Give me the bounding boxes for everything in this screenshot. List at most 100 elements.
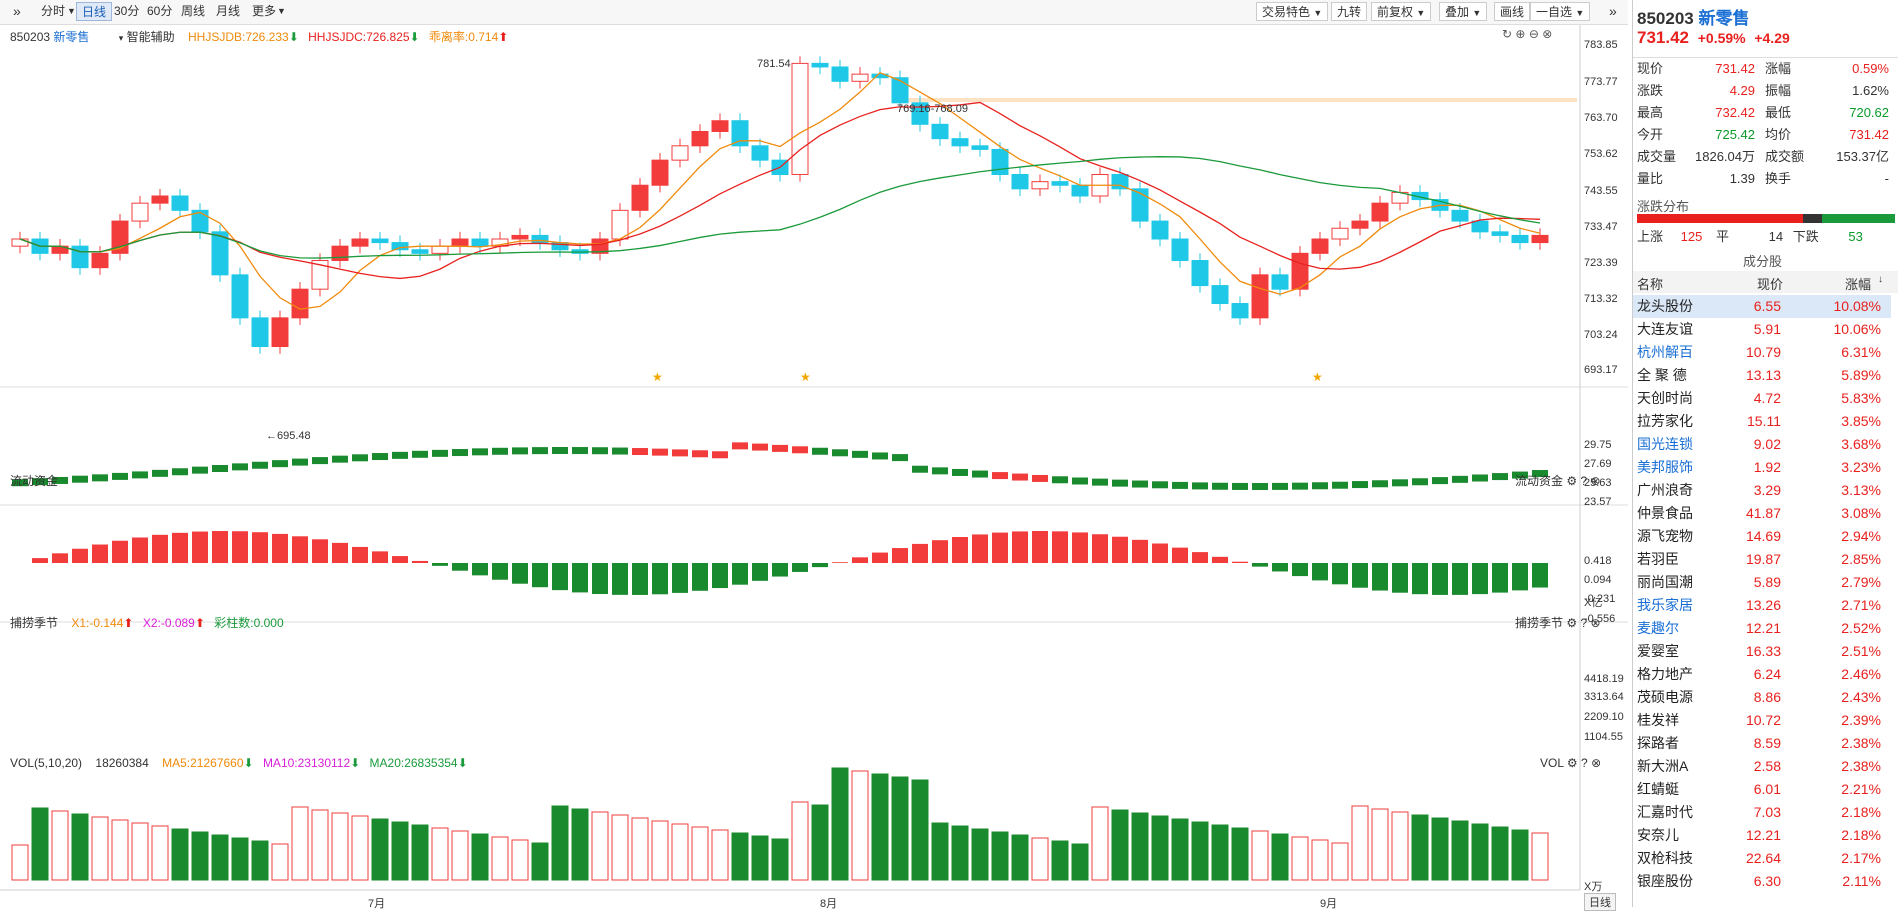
constituent-row[interactable]: 我乐家居 13.26 2.71% <box>1633 594 1891 617</box>
intraday-dropdown-icon[interactable]: ▼ <box>67 6 76 16</box>
chart-area[interactable]: ★ ★ ★ 850203 新零售 ▾ 智能辅助 HHJSJDB:726.233⬇ H… <box>0 25 1628 911</box>
refresh-icon[interactable]: ↻ <box>1502 27 1513 41</box>
stock-name[interactable]: 汇嘉时代 <box>1637 804 1693 820</box>
constituent-row[interactable]: 全 聚 德 13.13 5.89% <box>1633 364 1891 387</box>
more-dropdown-icon[interactable]: ▼ <box>277 6 286 16</box>
stock-name[interactable]: 全 聚 德 <box>1637 367 1687 383</box>
ma-line-long <box>19 156 1541 259</box>
overlay-button[interactable]: 叠加 ▼ <box>1439 2 1488 21</box>
help-icon[interactable]: ? <box>1581 756 1588 770</box>
constituent-row[interactable]: 拉芳家化 15.11 3.85% <box>1633 410 1891 433</box>
draw-button[interactable]: 画线 <box>1494 2 1531 21</box>
stock-name[interactable]: 拉芳家化 <box>1637 413 1693 429</box>
sort-desc-icon[interactable]: ↓ <box>1878 274 1883 285</box>
tab-more[interactable]: 更多 <box>252 4 277 18</box>
constituent-row[interactable]: 新大洲A 2.58 2.38% <box>1633 755 1891 778</box>
watchlist-button[interactable]: 一自选 ▼ <box>1530 2 1591 21</box>
constituent-row[interactable]: 爱婴室 16.33 2.51% <box>1633 640 1891 663</box>
stock-name[interactable]: 龙头股份 <box>1637 298 1693 314</box>
stock-name[interactable]: 杭州解百 <box>1637 344 1693 360</box>
assist-dropdown[interactable]: ▾ 智能辅助 <box>118 30 175 44</box>
stock-name[interactable]: 大连友谊 <box>1637 321 1693 337</box>
constituent-row[interactable]: 麦趣尔 12.21 2.52% <box>1633 617 1891 640</box>
constituent-row[interactable]: 格力地产 6.24 2.46% <box>1633 663 1891 686</box>
stock-name[interactable]: 广州浪奇 <box>1637 482 1693 498</box>
col-pct[interactable]: 涨幅 <box>1845 277 1872 292</box>
stock-name[interactable]: 国光连锁 <box>1637 436 1693 452</box>
close-icon[interactable]: ⊗ <box>1590 616 1601 630</box>
stock-name[interactable]: 源飞宠物 <box>1637 528 1693 544</box>
stock-name[interactable]: 麦趣尔 <box>1637 620 1679 636</box>
y-tick-label: 0.094 <box>1584 574 1612 586</box>
constituent-row[interactable]: 大连友谊 5.91 10.06% <box>1633 318 1891 341</box>
constituent-row[interactable]: 国光连锁 9.02 3.68% <box>1633 433 1891 456</box>
stock-name[interactable]: 我乐家居 <box>1637 597 1693 613</box>
col-name[interactable]: 名称 <box>1637 277 1664 292</box>
gear-icon[interactable]: ⚙ <box>1566 474 1578 488</box>
constituent-row[interactable]: 银座股份 6.30 2.11% <box>1633 870 1891 893</box>
stock-name[interactable]: 新大洲A <box>1637 758 1689 774</box>
stock-price: 6.24 <box>1753 666 1781 682</box>
flow-bar <box>1232 482 1248 490</box>
constituent-row[interactable]: 双枪科技 22.64 2.17% <box>1633 847 1891 870</box>
constituent-row[interactable]: 龙头股份 6.55 10.08% <box>1633 295 1891 318</box>
nine-turn-button[interactable]: 九转 <box>1331 2 1368 21</box>
tab-60min[interactable]: 60分 <box>147 4 173 18</box>
tab-intraday[interactable]: 分时 <box>41 4 66 18</box>
constituent-row[interactable]: 探路者 8.59 2.38% <box>1633 732 1891 755</box>
constituent-row[interactable]: 红蜻蜓 6.01 2.21% <box>1633 778 1891 801</box>
constituent-row[interactable]: 天创时尚 4.72 5.83% <box>1633 387 1891 410</box>
constituent-row[interactable]: 茂硕电源 8.86 2.43% <box>1633 686 1891 709</box>
candle-body <box>1451 209 1469 222</box>
gear-icon[interactable]: ⚙ <box>1566 616 1578 630</box>
constituent-row[interactable]: 杭州解百 10.79 6.31% <box>1633 341 1891 364</box>
zoom-out-icon[interactable]: ⊖ <box>1528 27 1539 41</box>
stock-name[interactable]: 仲景食品 <box>1637 505 1693 521</box>
constituent-row[interactable]: 汇嘉时代 7.03 2.18% <box>1633 801 1891 824</box>
close-icon[interactable]: ⊗ <box>1542 27 1553 41</box>
collapse-icon[interactable]: » <box>13 3 21 19</box>
trade-feature-button[interactable]: 交易特色 ▼ <box>1256 2 1329 21</box>
stock-name[interactable]: 桂发祥 <box>1637 712 1679 728</box>
zoom-in-icon[interactable]: ⊕ <box>1515 27 1526 41</box>
close-icon[interactable]: ⊗ <box>1590 474 1601 488</box>
constituent-row[interactable]: 桂发祥 10.72 2.39% <box>1633 709 1891 732</box>
stock-name[interactable]: 茂硕电源 <box>1637 689 1693 705</box>
candle-body <box>351 238 369 247</box>
constituent-row[interactable]: 安奈儿 12.21 2.18% <box>1633 824 1891 847</box>
tab-weekly[interactable]: 周线 <box>181 4 206 18</box>
close-icon[interactable]: ⊗ <box>1591 756 1602 770</box>
expand-icon[interactable]: » <box>1609 3 1617 19</box>
gear-icon[interactable]: ⚙ <box>1566 756 1578 770</box>
flow-bar <box>332 455 348 463</box>
stock-name[interactable]: 安奈儿 <box>1637 827 1679 843</box>
stock-name[interactable]: 若羽臣 <box>1637 551 1679 567</box>
tab-daily[interactable]: 日线 <box>76 2 113 21</box>
constituent-row[interactable]: 广州浪奇 3.29 3.13% <box>1633 479 1891 502</box>
stock-name[interactable]: 银座股份 <box>1637 873 1693 889</box>
constituent-row[interactable]: 源飞宠物 14.69 2.94% <box>1633 525 1891 548</box>
col-price[interactable]: 现价 <box>1757 277 1784 292</box>
constituent-row[interactable]: 美邦服饰 1.92 3.23% <box>1633 456 1891 479</box>
stock-name[interactable]: 爱婴室 <box>1637 643 1679 659</box>
constituent-row[interactable]: 若羽臣 19.87 2.85% <box>1633 548 1891 571</box>
stock-name[interactable]: 格力地产 <box>1637 666 1693 682</box>
volume-bar <box>791 801 809 881</box>
candle-body <box>1131 188 1149 222</box>
tab-30min[interactable]: 30分 <box>114 4 140 18</box>
adjust-button[interactable]: 前复权 ▼ <box>1371 2 1432 21</box>
help-icon[interactable]: ? <box>1580 474 1588 488</box>
stock-name[interactable]: 丽尚国潮 <box>1637 574 1693 590</box>
help-icon[interactable]: ? <box>1580 616 1588 630</box>
stock-name[interactable]: 天创时尚 <box>1637 390 1693 406</box>
x-axis-mode-button[interactable]: 日线 <box>1584 893 1616 911</box>
stock-name[interactable]: 红蜻蜓 <box>1637 781 1679 797</box>
constituent-row[interactable]: 仲景食品 41.87 3.08% <box>1633 502 1891 525</box>
constituent-row[interactable]: 丽尚国潮 5.89 2.79% <box>1633 571 1891 594</box>
volume-bar <box>1471 823 1489 881</box>
stock-name[interactable]: 双枪科技 <box>1637 850 1693 866</box>
stock-name[interactable]: 美邦服饰 <box>1637 459 1693 475</box>
tab-monthly[interactable]: 月线 <box>216 4 241 18</box>
quote-value: 1.62% <box>1852 83 1889 98</box>
stock-name[interactable]: 探路者 <box>1637 735 1679 751</box>
